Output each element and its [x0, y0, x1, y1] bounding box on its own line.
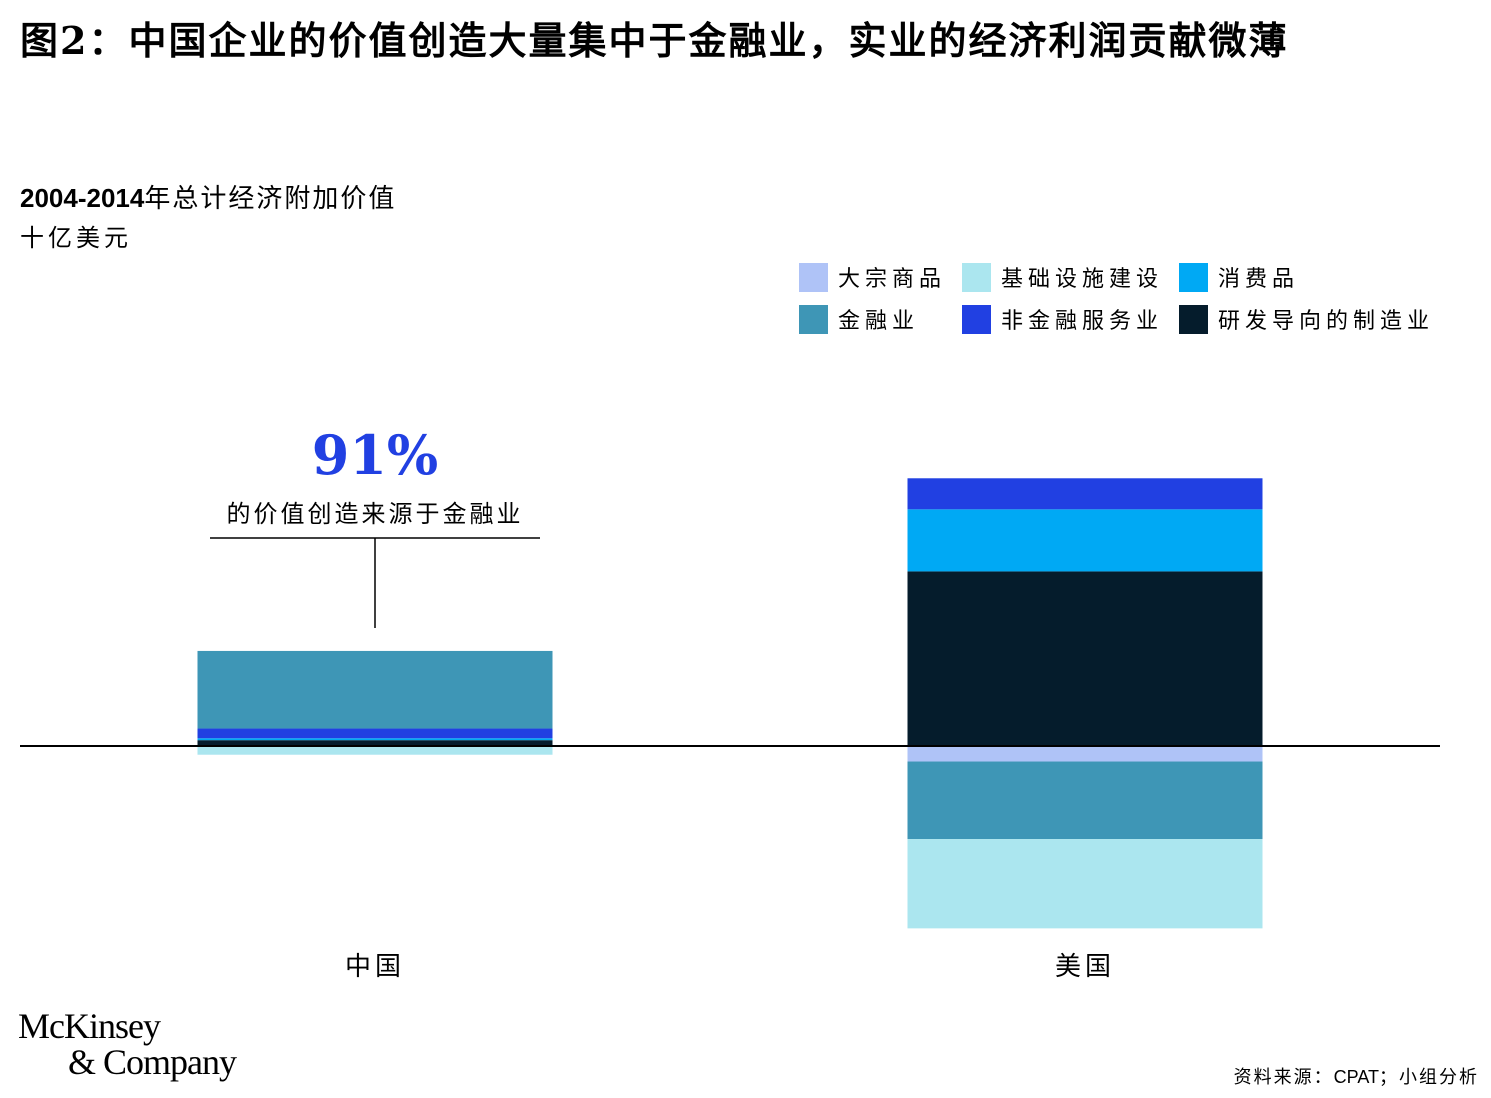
legend-item-rd-manufacturing: 研发导向的制造业 — [1179, 304, 1434, 334]
category-label-china: 中国 — [345, 952, 405, 982]
chart-subtitle: 2004-2014年总计经济附加价值 — [20, 178, 396, 215]
bar-segment-finance-0 — [197, 650, 553, 729]
legend-label-finance: 金融业 — [838, 309, 920, 334]
bar-segment-nonfin-services-0 — [197, 728, 553, 739]
bar-segment-rd-manufacturing-1 — [907, 571, 1263, 746]
bar-layer — [197, 478, 1263, 929]
legend-label-infrastructure: 基础设施建设 — [1001, 267, 1164, 292]
legend-swatch-consumer — [1179, 262, 1208, 292]
legend-swatch-nonfin-services — [962, 304, 991, 334]
legend-label-rd-manufacturing: 研发导向的制造业 — [1218, 309, 1435, 334]
source-prefix: 资料来源： — [1233, 1067, 1334, 1088]
category-label-usa: 美国 — [1055, 952, 1115, 982]
bar-segment-consumer-1 — [907, 509, 1263, 572]
legend-item-infrastructure: 基础设施建设 — [962, 262, 1163, 292]
bar-segment-rd-manufacturing-0 — [197, 740, 553, 746]
bar-segment-infrastructure-0 — [197, 746, 553, 755]
legend-label-commodities: 大宗商品 — [838, 267, 947, 292]
legend-swatch-commodities — [799, 262, 828, 292]
legend-item-finance: 金融业 — [799, 304, 919, 334]
source-suffix: ；小组分析 — [1379, 1067, 1479, 1088]
bar-segment-commodities-1 — [907, 746, 1263, 762]
bar-segment-finance-1 — [907, 761, 1263, 840]
mckinsey-logo: McKinsey & Company — [18, 1006, 237, 1082]
source-name: CPAT — [1333, 1067, 1379, 1087]
legend-swatch-finance — [799, 304, 828, 334]
bar-segment-consumer-0 — [197, 738, 553, 741]
brand-line-2: & Company — [68, 1042, 237, 1082]
page-title: 图2：中国企业的价值创造大量集中于金融业，实业的经济利润贡献微薄 — [20, 18, 1289, 63]
bar-segment-nonfin-services-1 — [907, 478, 1263, 510]
legend-label-consumer: 消费品 — [1218, 267, 1300, 292]
brand-line-1: McKinsey — [18, 1006, 161, 1046]
legend-label-nonfin-services: 非金融服务业 — [1001, 309, 1164, 334]
legend-item-consumer: 消费品 — [1179, 262, 1299, 292]
bar-segment-infrastructure-1 — [907, 839, 1263, 929]
annotation-percent: 91% — [312, 423, 438, 487]
legend-swatch-rd-manufacturing — [1179, 304, 1208, 334]
unit-label: 十亿美元 — [20, 224, 132, 252]
legend-item-nonfin-services: 非金融服务业 — [962, 304, 1163, 334]
annotation-text: 的价值创造来源于金融业 — [227, 500, 524, 528]
subtitle-years: 2004-2014 — [20, 183, 145, 213]
subtitle-text: 年总计经济附加价值 — [144, 184, 397, 214]
legend-swatch-infrastructure — [962, 262, 991, 292]
legend-item-commodities: 大宗商品 — [799, 262, 946, 292]
source-note: 资料来源：CPAT；小组分析 — [1234, 1063, 1479, 1089]
